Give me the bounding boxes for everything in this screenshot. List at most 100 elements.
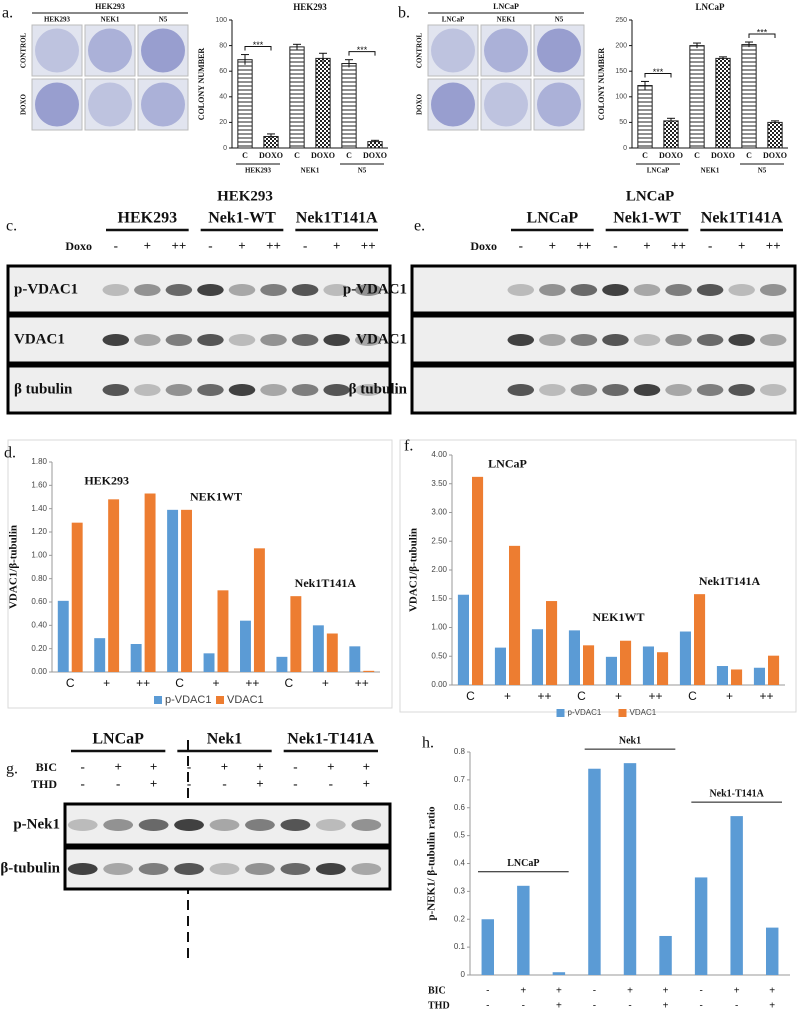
bar — [290, 596, 302, 672]
lane-label: + — [769, 1001, 775, 1012]
x-tick-label: DOXO — [659, 151, 683, 160]
group-label: Nek1 — [619, 735, 641, 746]
legend-label: VDAC1 — [630, 708, 657, 717]
colony-plate — [537, 82, 581, 127]
blot-band — [351, 863, 382, 875]
bar — [694, 594, 706, 685]
bar — [731, 669, 743, 685]
bar — [289, 46, 305, 149]
bar — [620, 640, 632, 685]
blot-band — [633, 384, 661, 396]
y-tick-label: 2.50 — [431, 536, 447, 545]
colony-well — [480, 78, 532, 131]
bar — [753, 667, 765, 685]
column-label: NEK1 — [101, 16, 120, 24]
blot-band — [323, 334, 350, 346]
bar — [181, 509, 192, 672]
y-tick-label: 0.4 — [454, 859, 466, 868]
y-tick-label: 0.3 — [454, 886, 466, 895]
y-tick-label: 0.2 — [454, 914, 466, 923]
lane-label: + — [769, 986, 775, 997]
x-tick-label: ++ — [245, 676, 259, 690]
x-tick-label: DOXO — [311, 151, 335, 160]
bar — [637, 85, 653, 149]
x-tick-label: ++ — [355, 676, 369, 690]
blot-band — [602, 384, 629, 396]
bar — [144, 493, 156, 672]
bar — [237, 59, 253, 149]
blot-band — [602, 284, 629, 296]
blot-band — [102, 334, 130, 346]
blot-band — [165, 334, 193, 346]
blot-band — [696, 284, 724, 296]
colony-well — [31, 24, 83, 77]
treatment-label: BIC — [428, 985, 446, 996]
lane-label: + — [144, 238, 151, 253]
blot-band — [539, 334, 566, 346]
y-tick-label: 0.8 — [454, 747, 466, 756]
x-tick-label: C — [746, 151, 752, 160]
y-tick-label: 4.00 — [431, 450, 447, 459]
blot-band — [102, 384, 130, 396]
group-label: NEK1WT — [592, 610, 644, 624]
lane-label: - — [593, 986, 596, 997]
blot-band — [315, 863, 346, 875]
bar — [457, 594, 469, 685]
treatment-label: THD — [428, 1000, 450, 1011]
y-tick-label: 1.00 — [31, 550, 47, 559]
bar — [730, 816, 743, 975]
blot-band — [228, 334, 256, 346]
y-tick-label: 200 — [615, 42, 627, 49]
significance-bracket — [748, 33, 776, 39]
bar — [217, 590, 229, 672]
lane-label: + — [549, 238, 556, 253]
y-tick-label: 0.7 — [454, 775, 466, 784]
blot-band — [103, 863, 134, 875]
row-label: VDAC1 — [14, 331, 65, 347]
significance-bracket — [244, 46, 272, 51]
group-label: Nek1-WT — [613, 210, 681, 227]
x-tick-label: ++ — [759, 689, 773, 703]
colony-plate — [141, 82, 185, 127]
row-label: DOXO — [20, 93, 28, 115]
significance-label: *** — [253, 40, 264, 50]
bar — [659, 935, 672, 975]
x-tick-label: DOXO — [711, 151, 735, 160]
bar — [481, 919, 494, 975]
legend-swatch — [216, 696, 224, 704]
blot-band — [696, 334, 724, 346]
lane-label: + — [556, 1001, 562, 1012]
lane-label: + — [663, 1001, 669, 1012]
x-tick-label: C — [285, 676, 294, 690]
x-tick-label: + — [322, 676, 329, 690]
column-label: NEK1 — [497, 16, 516, 24]
bar — [517, 885, 530, 975]
legend-label: p-VDAC1 — [568, 708, 602, 717]
blot-band — [728, 384, 755, 396]
y-axis-label: COLONY NUMBER — [597, 48, 606, 121]
y-tick-label: 0.00 — [31, 667, 47, 676]
blot-band — [209, 863, 240, 875]
group-label: LNCaP — [488, 457, 527, 471]
blot-band — [197, 334, 224, 346]
bar — [57, 600, 69, 672]
lane-label: + — [327, 759, 334, 774]
chart-title: LNCaP — [696, 2, 726, 12]
lane-label: - — [116, 776, 120, 791]
blot-band — [245, 819, 275, 831]
lane-label: - — [222, 776, 226, 791]
x-tick-label: ++ — [537, 689, 551, 703]
lane-label: ++ — [576, 238, 591, 253]
significance-label: *** — [653, 67, 664, 77]
legend-label: VDAC1 — [227, 694, 264, 706]
lane-label: + — [114, 759, 121, 774]
blot-band — [102, 284, 130, 296]
x-tick-label: C — [294, 151, 300, 160]
lane-label: - — [486, 1001, 489, 1012]
blot-band — [260, 284, 287, 296]
lane-label: - — [303, 238, 307, 253]
y-tick-label: 150 — [615, 68, 627, 75]
group-label: LNCaP — [92, 731, 144, 748]
row-label: p-VDAC1 — [343, 281, 407, 297]
bar — [715, 57, 731, 149]
